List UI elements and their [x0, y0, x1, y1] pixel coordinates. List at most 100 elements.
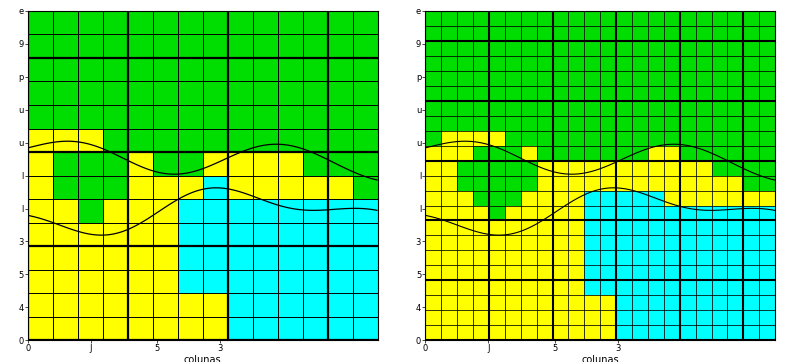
- Bar: [743, 101, 759, 116]
- Bar: [277, 293, 303, 317]
- Bar: [78, 293, 103, 317]
- Bar: [128, 81, 153, 105]
- Bar: [253, 246, 277, 270]
- Bar: [178, 81, 203, 105]
- Bar: [473, 116, 489, 131]
- Bar: [253, 223, 277, 246]
- Bar: [253, 129, 277, 152]
- Bar: [473, 26, 489, 41]
- Bar: [128, 270, 153, 293]
- Bar: [457, 131, 473, 146]
- Bar: [227, 34, 253, 58]
- Bar: [253, 105, 277, 129]
- Bar: [696, 11, 712, 26]
- Bar: [103, 317, 128, 340]
- Bar: [584, 235, 600, 251]
- Bar: [616, 26, 632, 41]
- Bar: [537, 281, 553, 295]
- Bar: [441, 26, 457, 41]
- Bar: [328, 270, 353, 293]
- Bar: [128, 199, 153, 223]
- Bar: [537, 116, 553, 131]
- Bar: [632, 161, 648, 176]
- Bar: [253, 199, 277, 223]
- Bar: [680, 11, 696, 26]
- Bar: [680, 325, 696, 340]
- Bar: [441, 251, 457, 265]
- Bar: [473, 101, 489, 116]
- Bar: [153, 317, 178, 340]
- Bar: [553, 310, 568, 325]
- Bar: [600, 190, 616, 206]
- Bar: [227, 270, 253, 293]
- Bar: [505, 41, 521, 56]
- Bar: [489, 161, 505, 176]
- Bar: [600, 71, 616, 86]
- Bar: [568, 146, 584, 161]
- Bar: [600, 310, 616, 325]
- Bar: [128, 152, 153, 176]
- Bar: [253, 317, 277, 340]
- Bar: [759, 190, 775, 206]
- Bar: [441, 190, 457, 206]
- Bar: [203, 152, 227, 176]
- Bar: [632, 101, 648, 116]
- Bar: [727, 101, 743, 116]
- Bar: [277, 129, 303, 152]
- Bar: [489, 101, 505, 116]
- Bar: [441, 206, 457, 220]
- Bar: [227, 223, 253, 246]
- Bar: [203, 81, 227, 105]
- Bar: [521, 101, 537, 116]
- Bar: [489, 251, 505, 265]
- Bar: [616, 101, 632, 116]
- Bar: [696, 56, 712, 71]
- Bar: [584, 265, 600, 281]
- Bar: [28, 81, 52, 105]
- Bar: [303, 152, 328, 176]
- Bar: [537, 41, 553, 56]
- Bar: [680, 220, 696, 235]
- Bar: [153, 58, 178, 81]
- Bar: [328, 129, 353, 152]
- Bar: [648, 11, 664, 26]
- Bar: [489, 116, 505, 131]
- Bar: [128, 293, 153, 317]
- Bar: [616, 251, 632, 265]
- Bar: [489, 310, 505, 325]
- Bar: [505, 116, 521, 131]
- Bar: [489, 206, 505, 220]
- Bar: [457, 251, 473, 265]
- Bar: [521, 295, 537, 310]
- Bar: [103, 81, 128, 105]
- Bar: [441, 265, 457, 281]
- Bar: [178, 176, 203, 199]
- Bar: [505, 56, 521, 71]
- Bar: [696, 131, 712, 146]
- Bar: [441, 131, 457, 146]
- Bar: [303, 293, 328, 317]
- Bar: [489, 190, 505, 206]
- Bar: [328, 199, 353, 223]
- Bar: [328, 58, 353, 81]
- Bar: [153, 105, 178, 129]
- Bar: [457, 116, 473, 131]
- Bar: [712, 251, 727, 265]
- Bar: [759, 265, 775, 281]
- Bar: [759, 295, 775, 310]
- Bar: [712, 131, 727, 146]
- Bar: [727, 56, 743, 71]
- Bar: [537, 235, 553, 251]
- Bar: [441, 295, 457, 310]
- Bar: [178, 223, 203, 246]
- Bar: [303, 81, 328, 105]
- Bar: [648, 310, 664, 325]
- Bar: [537, 11, 553, 26]
- Bar: [52, 270, 78, 293]
- Bar: [584, 71, 600, 86]
- Bar: [203, 223, 227, 246]
- Bar: [153, 223, 178, 246]
- Bar: [727, 190, 743, 206]
- Bar: [743, 310, 759, 325]
- Bar: [600, 11, 616, 26]
